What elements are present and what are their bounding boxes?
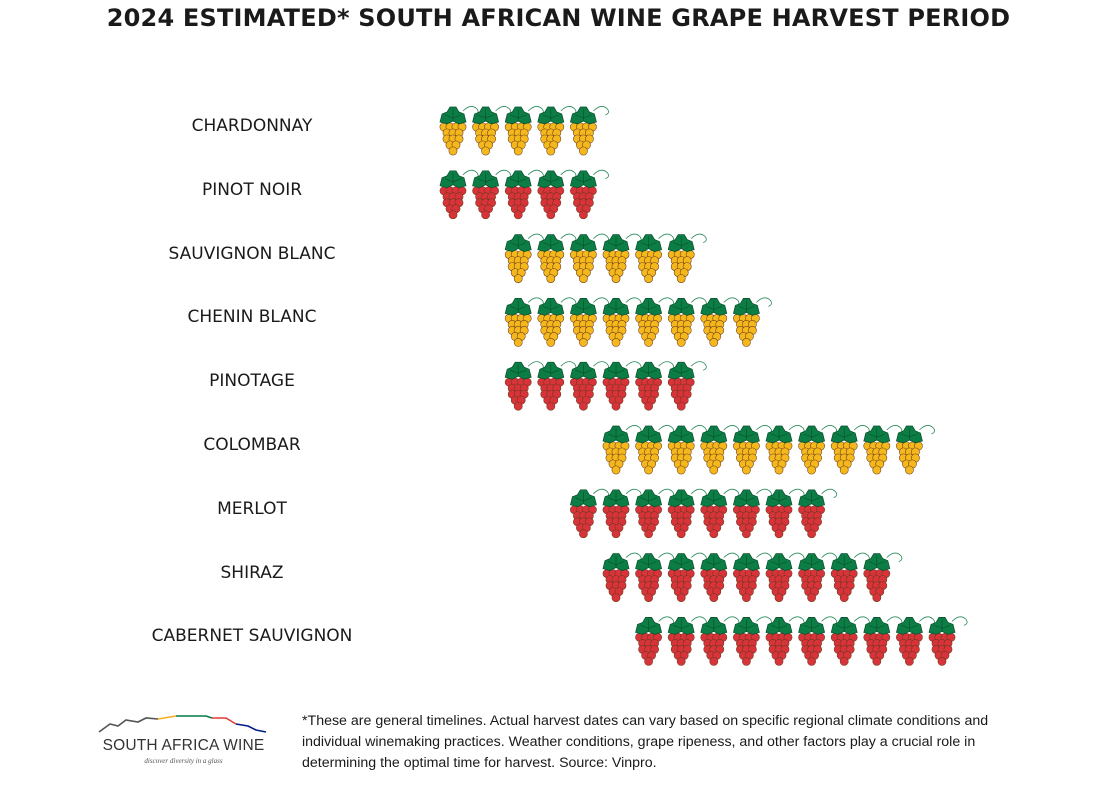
grape-cluster-icon	[635, 552, 675, 602]
grape-cluster-icon	[732, 552, 772, 602]
logo-color-line-green	[176, 715, 213, 719]
grape-cluster-icon	[472, 169, 512, 220]
footnote: *These are general timelines. Actual har…	[302, 713, 989, 771]
grape-cluster-icon	[863, 616, 903, 666]
month-march: MARCH	[712, 65, 789, 86]
variety-label: CABERNET SAUVIGNON	[151, 626, 353, 647]
variety-label: MERLOT	[217, 498, 287, 519]
grape-cluster-icon	[472, 106, 512, 156]
grape-cluster-icon	[504, 297, 544, 347]
month-april: APRIL	[866, 65, 928, 86]
chart-title: 2024 ESTIMATED* SOUTH AFRICAN WINE GRAPE…	[106, 4, 1011, 32]
grape-cluster-icon	[732, 488, 772, 539]
grape-cluster-icon	[765, 488, 805, 539]
grape-cluster-icon	[602, 361, 642, 411]
grape-cluster-icon	[928, 616, 968, 666]
grape-cluster-icon	[667, 233, 707, 283]
grape-cluster-icon	[569, 169, 609, 220]
grape-cluster-icon	[798, 488, 838, 539]
grape-cluster-icon	[732, 425, 772, 475]
grape-cluster-icon	[439, 106, 479, 156]
grape-cluster-icon	[569, 488, 609, 539]
grape-cluster-icon	[635, 233, 675, 283]
grape-cluster-icon	[765, 616, 805, 666]
grape-cluster-icon	[504, 169, 544, 220]
grape-cluster-icon	[569, 233, 609, 283]
grape-cluster-icon	[635, 425, 675, 475]
grape-cluster-icon	[602, 488, 642, 539]
variety-label: SHIRAZ	[220, 562, 284, 583]
grape-cluster-icon	[635, 297, 675, 347]
grape-cluster-icon	[504, 361, 544, 411]
month-february: FEBRUARY	[546, 65, 657, 86]
grape-cluster-icon	[765, 552, 805, 602]
grape-cluster-icon	[895, 616, 935, 666]
logo-name: SOUTH AFRICA WINE	[102, 737, 265, 754]
grape-cluster-icon	[537, 361, 577, 411]
grape-cluster-icon	[667, 425, 707, 475]
grape-cluster-icon	[504, 106, 544, 156]
grape-cluster-icon	[667, 297, 707, 347]
grape-cluster-icon	[439, 169, 479, 220]
grape-cluster-icon	[798, 616, 838, 666]
variety-label: CHENIN BLANC	[187, 307, 317, 328]
month-header: JANUARY FEBRUARY MARCH APRIL	[371, 60, 961, 91]
grape-cluster-icon	[569, 361, 609, 411]
grape-cluster-icon	[635, 361, 675, 411]
grape-cluster-icon	[537, 297, 577, 347]
grape-cluster-icon	[895, 425, 935, 475]
south-africa-wine-logo	[98, 715, 267, 733]
grape-cluster-icon	[569, 297, 609, 347]
variety-label: PINOT NOIR	[201, 179, 303, 200]
grape-cluster-icon	[537, 106, 577, 156]
grape-cluster-icon	[700, 425, 740, 475]
grape-cluster-icon	[700, 488, 740, 539]
grape-cluster-icon	[537, 169, 577, 220]
grape-cluster-icon	[667, 488, 707, 539]
grape-cluster-icon	[830, 552, 870, 602]
grape-cluster-icon	[635, 488, 675, 539]
grape-cluster-icon	[602, 552, 642, 602]
logo-color-line-red	[212, 717, 237, 725]
grape-cluster-icon	[798, 425, 838, 475]
logo-tagline: discover diversity in a glass	[144, 757, 223, 765]
grape-cluster-icon	[765, 425, 805, 475]
grape-cluster-icon	[700, 297, 740, 347]
grape-cluster-icon	[569, 106, 609, 156]
grape-cluster-icon	[798, 552, 838, 602]
grape-cluster-icon	[700, 552, 740, 602]
grape-cluster-icon	[537, 233, 577, 283]
logo-color-line-blue	[235, 723, 267, 733]
grape-cluster-icon	[863, 425, 903, 475]
grape-cluster-icon	[602, 233, 642, 283]
grape-cluster-icon	[830, 616, 870, 666]
grape-cluster-icon	[667, 361, 707, 411]
grape-cluster-icon	[667, 616, 707, 666]
grape-cluster-icon	[830, 425, 870, 475]
variety-label: COLOMBAR	[203, 435, 301, 455]
logo-color-line-yellow	[157, 715, 177, 720]
grape-cluster-icon	[504, 233, 544, 283]
grape-cluster-icon	[667, 552, 707, 602]
grape-cluster-icon	[732, 616, 772, 666]
month-january: JANUARY	[406, 65, 500, 86]
grape-cluster-icon	[635, 616, 675, 666]
variety-label: CHARDONNAY	[191, 116, 313, 136]
logo-mountain-line	[98, 717, 159, 733]
variety-label: SAUVIGNON BLANC	[168, 243, 336, 264]
grape-cluster-icon	[700, 616, 740, 666]
grape-cluster-icon	[863, 552, 903, 602]
grape-cluster-icon	[602, 425, 642, 475]
grape-cluster-icon	[732, 297, 772, 347]
grape-cluster-icon	[602, 297, 642, 347]
variety-label: PINOTAGE	[209, 371, 295, 392]
